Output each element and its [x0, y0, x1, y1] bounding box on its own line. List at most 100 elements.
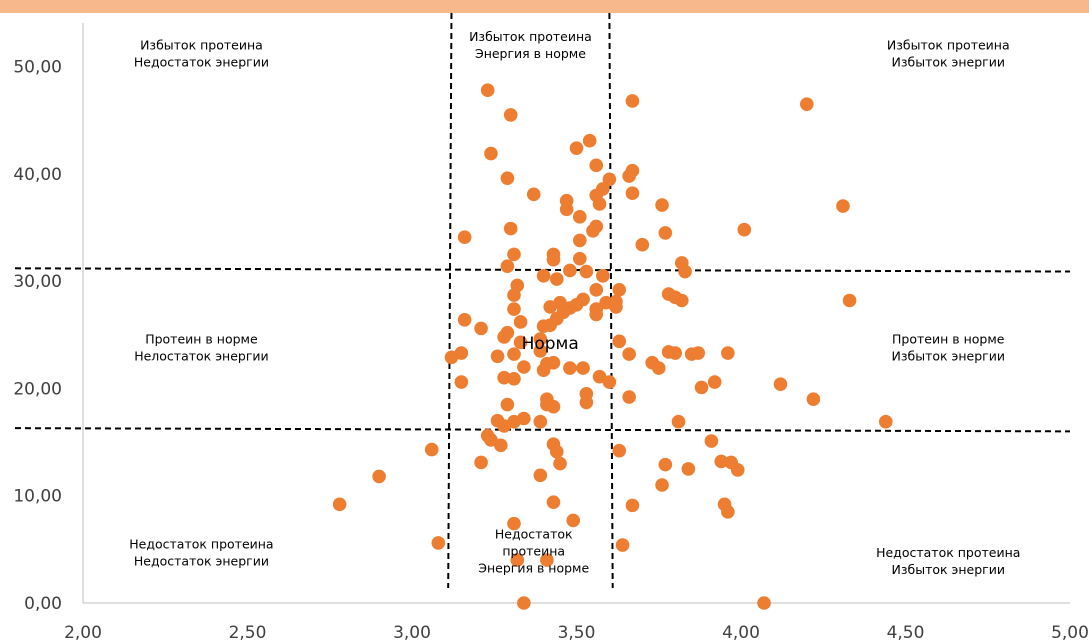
data-point	[612, 334, 627, 349]
data-point	[622, 390, 636, 404]
data-point	[658, 226, 673, 240]
data-point	[444, 350, 459, 365]
reference-lines	[14, 12, 1071, 589]
data-point	[536, 269, 551, 283]
data-point	[500, 397, 515, 412]
data-point	[517, 360, 531, 374]
data-point	[497, 330, 511, 344]
data-point	[507, 372, 521, 386]
y-tick-label: 50,00	[13, 58, 62, 78]
data-point	[569, 141, 584, 155]
data-point	[490, 349, 505, 364]
data-point	[730, 463, 745, 477]
data-point	[625, 498, 640, 513]
data-point	[474, 455, 488, 470]
data-point	[836, 199, 850, 213]
data-point	[480, 83, 495, 98]
data-point	[543, 318, 557, 332]
data-point	[507, 302, 521, 316]
data-point	[592, 197, 607, 211]
data-point	[572, 233, 587, 248]
data-point	[806, 392, 821, 406]
data-point	[454, 375, 469, 389]
data-point	[507, 347, 521, 361]
data-point	[563, 361, 577, 375]
data-point	[546, 399, 561, 414]
quadrant-label: Протеин в норме Избыток энергии	[892, 331, 1006, 363]
data-point	[589, 158, 604, 173]
data-point	[549, 272, 564, 286]
data-point	[694, 380, 709, 395]
y-tick-label: 30,00	[13, 272, 62, 292]
data-point	[507, 247, 521, 262]
data-point	[507, 288, 521, 302]
data-point	[773, 377, 788, 391]
data-point	[612, 443, 627, 458]
data-points	[332, 83, 893, 610]
data-point	[559, 202, 574, 217]
x-tick-label: 4,50	[887, 623, 925, 643]
data-point	[474, 321, 488, 336]
data-point	[596, 269, 610, 283]
data-point	[681, 462, 696, 476]
data-point	[800, 97, 814, 111]
x-tick-label: 5,00	[1051, 623, 1089, 643]
data-point	[655, 478, 669, 492]
data-point	[572, 210, 587, 224]
data-point	[625, 186, 640, 201]
data-point	[691, 346, 706, 360]
data-point	[721, 505, 735, 519]
data-point	[678, 264, 692, 279]
data-point	[507, 516, 521, 531]
data-point	[500, 259, 515, 273]
data-point	[543, 300, 557, 314]
data-point	[714, 454, 729, 469]
data-point	[513, 335, 528, 350]
x-tick-label: 3,00	[393, 623, 431, 643]
data-point	[549, 444, 564, 459]
data-point	[602, 375, 617, 389]
vertical-dashed-line	[608, 12, 614, 589]
data-point	[878, 414, 893, 429]
data-point	[668, 346, 682, 360]
data-point	[536, 363, 551, 378]
top-color-band	[0, 0, 1089, 13]
data-point	[510, 553, 525, 567]
data-point	[513, 315, 528, 329]
zone-labels: Избыток протеина Недостаток энергии Избыто…	[129, 29, 1020, 577]
data-point	[671, 414, 686, 429]
center-norm-label: Норма	[522, 334, 579, 354]
data-point	[424, 442, 439, 457]
data-point	[635, 237, 650, 252]
data-point	[431, 536, 446, 550]
data-point	[842, 293, 857, 308]
data-point	[546, 495, 561, 509]
quadrant-label: Недостаток протеина Энергия в норме	[478, 527, 589, 576]
quadrant-label: Недостаток протеина Избыток энергии	[876, 545, 1020, 577]
data-point	[674, 293, 689, 308]
axis-layer: 2,00 2,50 3,00 3,50 4,00 4,50 5,00 0,00 10,00 20,…	[13, 23, 1089, 643]
data-point	[658, 457, 673, 472]
data-point	[622, 169, 636, 183]
data-point	[622, 347, 636, 361]
data-point	[497, 370, 511, 385]
data-point	[526, 187, 541, 202]
data-point	[602, 172, 617, 187]
data-point	[589, 282, 604, 297]
quadrant-label: Избыток протеина Недостаток энергии	[134, 37, 269, 69]
data-point	[533, 344, 548, 358]
horizontal-dashed-line	[14, 427, 1071, 433]
data-point	[553, 456, 567, 471]
data-point	[615, 538, 630, 552]
data-point	[533, 468, 548, 483]
quadrant-label: Недостаток протеина Недостаток энергии	[129, 536, 273, 568]
data-point	[372, 469, 386, 484]
data-point	[457, 230, 472, 244]
quadrant-label: Избыток протеина Энергия в норме	[469, 29, 592, 61]
quadrant-label: Избыток протеина Избыток энергии	[887, 37, 1010, 69]
vertical-dashed-line	[447, 12, 453, 589]
data-point	[612, 282, 627, 297]
data-point	[563, 263, 577, 278]
data-point	[503, 221, 518, 236]
data-point	[494, 438, 508, 453]
